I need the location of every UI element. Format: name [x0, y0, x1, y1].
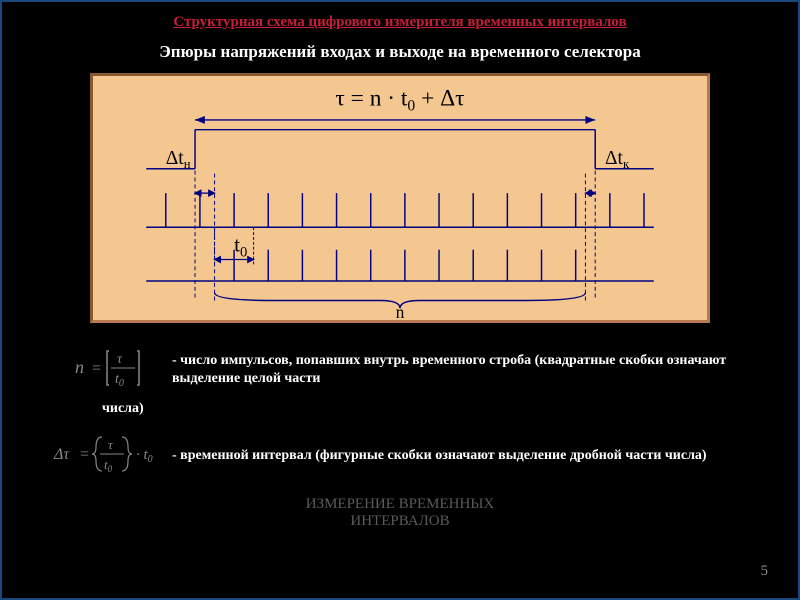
label-t0: t0 — [234, 233, 247, 261]
dtn-arrows — [195, 190, 215, 196]
waveform-diagram: τ = n · t0 + Δτ Δtн Δtк — [90, 73, 710, 323]
svg-text:Δτ: Δτ — [53, 446, 70, 463]
definition-dtau-text: - временной интервал (фигурные скобки оз… — [172, 447, 748, 465]
formula-n: n = τ t0 — [52, 343, 172, 397]
label-n: n — [396, 302, 405, 320]
svg-text:t0: t0 — [115, 372, 124, 389]
svg-text:=: = — [80, 446, 89, 463]
definition-n-text: - число импульсов, попавших внутрь време… — [172, 352, 748, 388]
definition-n-tail: числа) — [52, 401, 748, 417]
page-title: Структурная схема цифрового измерителя в… — [2, 2, 798, 37]
page-subtitle: Эпюры напряжений входах и выходе на врем… — [2, 37, 798, 73]
definition-dtau: Δτ = τ t0 · t0 - временной интервал (фиг… — [52, 429, 748, 483]
span-arrow-left — [195, 116, 205, 124]
dtk-arrows — [585, 190, 595, 196]
svg-text:· t0: · t0 — [136, 447, 153, 465]
diagram-svg: τ = n · t0 + Δτ Δtн Δtк — [93, 76, 707, 320]
page-number: 5 — [761, 563, 769, 580]
svg-text:τ: τ — [117, 352, 123, 367]
svg-text:τ: τ — [108, 437, 114, 452]
label-dtk: Δtк — [605, 148, 630, 171]
clock-pulses — [146, 193, 654, 227]
definitions-block: n = τ t0 - число импульсов, попавших вну… — [2, 323, 798, 507]
span-arrow-right — [585, 116, 595, 124]
definition-n: n = τ t0 - число импульсов, попавших вну… — [52, 343, 748, 397]
svg-text:t0: t0 — [104, 457, 113, 474]
formula-dtau: Δτ = τ t0 · t0 — [52, 429, 172, 483]
label-dtn: Δtн — [166, 148, 191, 171]
gate-waveform — [146, 130, 654, 169]
gated-pulses — [146, 250, 654, 281]
svg-text:n: n — [75, 357, 84, 377]
formula-main: τ = n · t0 + Δτ — [335, 85, 464, 114]
svg-text:=: = — [92, 360, 101, 377]
